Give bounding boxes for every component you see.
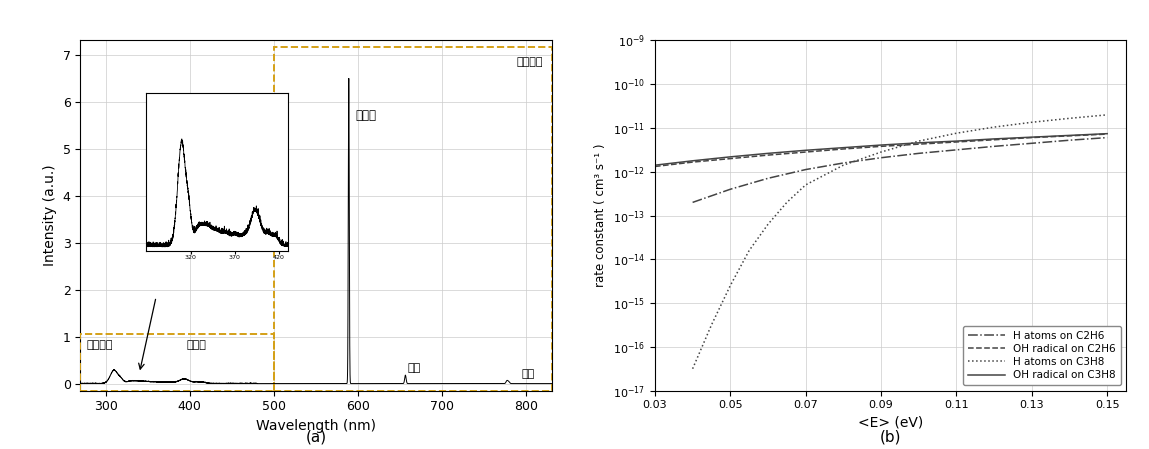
OH radical on C3H8	[1063, 133, 1077, 138]
H atoms on C3H8	[799, 182, 812, 188]
Bar	[273, 48, 552, 391]
Line: OH radical on C2H6: OH radical on C2H6	[655, 134, 1108, 167]
Text: 나트륨: 나트륨	[355, 109, 377, 122]
OH radical on C2H6	[836, 146, 850, 152]
H atoms on C2H6	[724, 186, 738, 192]
Bar	[80, 334, 273, 391]
OH radical on C3H8	[874, 142, 888, 148]
OH radical on C2H6	[724, 156, 738, 161]
Text: (b): (b)	[880, 430, 901, 445]
OH radical on C2H6	[874, 144, 888, 149]
OH radical on C2H6	[648, 164, 662, 169]
H atoms on C2H6	[836, 160, 850, 166]
H atoms on C2H6	[761, 176, 774, 181]
H atoms on C2H6	[1063, 137, 1077, 143]
OH radical on C3H8	[836, 145, 850, 150]
Text: 수소: 수소	[408, 363, 421, 373]
OH radical on C3H8	[987, 136, 1001, 141]
OH radical on C2H6	[1063, 133, 1077, 139]
Text: 산소: 산소	[522, 369, 534, 379]
Text: (a): (a)	[306, 430, 326, 445]
OH radical on C2H6	[686, 159, 700, 165]
Text: 자외선: 자외선	[187, 340, 207, 350]
Y-axis label: Intensity (a.u.): Intensity (a.u.)	[44, 165, 57, 266]
H atoms on C2H6	[874, 155, 888, 160]
OH radical on C3H8	[1025, 134, 1039, 140]
Legend: H atoms on C2H6, OH radical on C2H6, H atoms on C3H8, OH radical on C3H8: H atoms on C2H6, OH radical on C2H6, H a…	[963, 326, 1120, 385]
Text: 가시광선: 가시광선	[517, 57, 543, 67]
H atoms on C3H8	[724, 283, 738, 288]
H atoms on C3H8	[987, 124, 1001, 130]
OH radical on C2H6	[949, 139, 963, 145]
H atoms on C3H8	[912, 138, 926, 144]
H atoms on C3H8	[1025, 119, 1039, 125]
Text: 수산화기: 수산화기	[86, 340, 113, 350]
H atoms on C3H8	[686, 366, 700, 371]
OH radical on C2H6	[912, 141, 926, 147]
H atoms on C3H8	[780, 200, 794, 205]
OH radical on C2H6	[761, 152, 774, 158]
H atoms on C3H8	[761, 221, 774, 227]
X-axis label: Wavelength (nm): Wavelength (nm)	[256, 419, 376, 433]
H atoms on C3H8	[1101, 112, 1115, 118]
OH radical on C3H8	[1101, 131, 1115, 136]
H atoms on C2H6	[912, 151, 926, 156]
OH radical on C3H8	[912, 140, 926, 145]
OH radical on C3H8	[686, 158, 700, 163]
H atoms on C2H6	[686, 200, 700, 205]
OH radical on C3H8	[724, 154, 738, 159]
Y-axis label: rate constant ( cm³ s⁻¹ ): rate constant ( cm³ s⁻¹ )	[594, 144, 608, 287]
OH radical on C3H8	[799, 148, 812, 153]
H atoms on C2H6	[987, 144, 1001, 149]
Line: H atoms on C3H8: H atoms on C3H8	[693, 115, 1108, 369]
H atoms on C3H8	[874, 150, 888, 155]
Line: OH radical on C3H8: OH radical on C3H8	[655, 134, 1108, 165]
OH radical on C2H6	[987, 137, 1001, 142]
H atoms on C3H8	[836, 163, 850, 168]
X-axis label: <E> (eV): <E> (eV)	[858, 416, 923, 430]
H atoms on C2H6	[1025, 141, 1039, 146]
H atoms on C2H6	[1101, 135, 1115, 140]
H atoms on C3H8	[704, 322, 718, 328]
OH radical on C3H8	[648, 163, 662, 168]
H atoms on C3H8	[1063, 116, 1077, 121]
OH radical on C2H6	[1101, 132, 1115, 137]
H atoms on C3H8	[949, 131, 963, 136]
H atoms on C2H6	[799, 167, 812, 172]
H atoms on C3H8	[742, 248, 756, 253]
OH radical on C3H8	[761, 151, 774, 156]
H atoms on C2H6	[949, 147, 963, 153]
OH radical on C2H6	[799, 150, 812, 155]
Line: H atoms on C2H6: H atoms on C2H6	[693, 137, 1108, 202]
OH radical on C2H6	[1025, 135, 1039, 140]
OH radical on C3H8	[949, 138, 963, 144]
